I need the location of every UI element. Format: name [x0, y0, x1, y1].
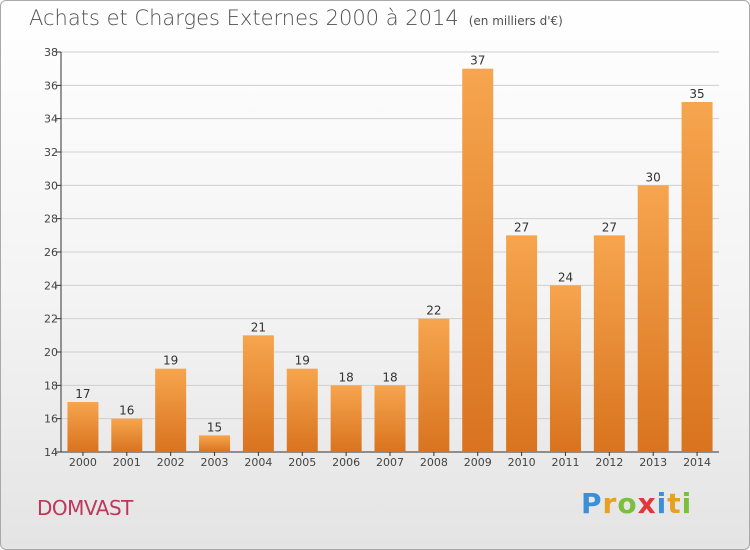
y-tick-label: 26: [44, 246, 58, 259]
data-label: 16: [119, 404, 134, 418]
x-tick-label: 2005: [288, 456, 316, 469]
x-tick-label: 2013: [639, 456, 667, 469]
proxiti-logo: Proxiti: [581, 487, 692, 520]
data-label: 22: [426, 304, 441, 318]
logo-letter: P: [581, 487, 603, 520]
y-tick-label: 38: [44, 46, 58, 59]
bar: [286, 368, 318, 452]
data-label: 19: [163, 354, 178, 368]
data-label: 35: [689, 87, 704, 101]
bar: [374, 385, 406, 452]
data-label: 37: [470, 54, 485, 68]
x-tick-label: 2006: [332, 456, 360, 469]
bar: [67, 402, 99, 452]
data-label: 24: [558, 270, 573, 284]
y-tick-label: 22: [44, 313, 58, 326]
y-tick-label: 36: [44, 79, 58, 92]
logo-letter: i: [681, 487, 693, 520]
bar: [681, 102, 713, 452]
data-label: 17: [75, 387, 90, 401]
y-tick-label: 16: [44, 413, 58, 426]
x-tick-label: 2011: [551, 456, 579, 469]
data-label: 27: [514, 220, 529, 234]
bar: [330, 385, 362, 452]
data-label: 27: [602, 220, 617, 234]
logo-letter: t: [667, 487, 682, 520]
y-tick-label: 24: [44, 279, 58, 292]
y-tick-label: 34: [44, 113, 58, 126]
x-tick-label: 2009: [464, 456, 492, 469]
logo-letter: r: [602, 487, 618, 520]
bar: [637, 185, 669, 453]
y-tick-label: 30: [44, 179, 58, 192]
bar: [593, 235, 625, 452]
data-label: 18: [338, 370, 353, 384]
y-tick-label: 14: [44, 446, 58, 459]
y-tick-label: 20: [44, 346, 58, 359]
x-tick-label: 2002: [157, 456, 185, 469]
bar: [111, 418, 143, 452]
x-tick-label: 2004: [244, 456, 272, 469]
y-tick-label: 18: [44, 379, 58, 392]
logo-letter: o: [617, 487, 638, 520]
commune-name: DOMVAST: [37, 496, 133, 520]
unit-text: (en milliers d'€): [468, 14, 563, 28]
bar: [155, 368, 187, 452]
data-label: 30: [646, 170, 661, 184]
chart-title: Achats et Charges Externes 2000 à 2014 (e…: [29, 6, 563, 30]
x-tick-label: 2008: [420, 456, 448, 469]
logo-letter: i: [656, 487, 668, 520]
x-tick-label: 2003: [201, 456, 229, 469]
y-tick-label: 32: [44, 146, 58, 159]
x-tick-label: 2014: [683, 456, 711, 469]
bar: [462, 68, 494, 453]
data-label: 15: [207, 420, 222, 434]
x-tick-label: 2010: [508, 456, 536, 469]
bar: [418, 318, 450, 452]
x-tick-label: 2012: [595, 456, 623, 469]
data-label: 18: [382, 370, 397, 384]
y-tick-label: 28: [44, 213, 58, 226]
x-tick-label: 2001: [113, 456, 141, 469]
data-label: 19: [295, 354, 310, 368]
x-tick-label: 2000: [69, 456, 97, 469]
bar: [549, 285, 581, 452]
bar: [506, 235, 538, 452]
bar: [199, 435, 231, 452]
bar: [242, 335, 274, 452]
x-tick-label: 2007: [376, 456, 404, 469]
title-text: Achats et Charges Externes 2000 à 2014: [29, 6, 459, 30]
data-label: 21: [251, 320, 266, 334]
logo-letter: x: [637, 487, 657, 520]
